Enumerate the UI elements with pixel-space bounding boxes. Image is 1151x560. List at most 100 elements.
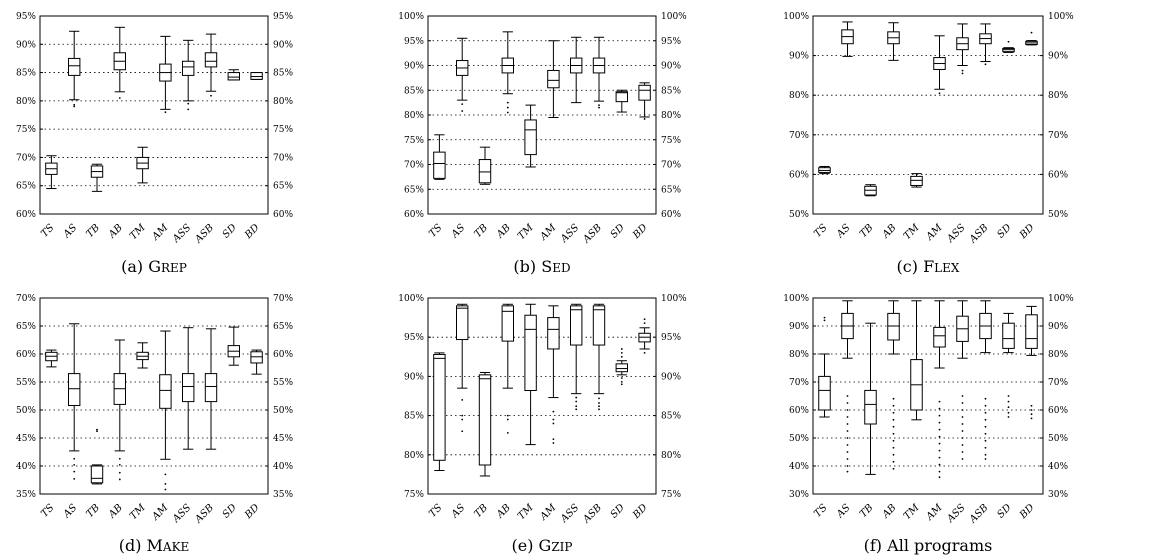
outlier-point: [961, 423, 964, 425]
outlier-point: [961, 430, 964, 432]
x-tick-label: AS: [449, 502, 468, 521]
y-tick-label-right: 100%: [1048, 294, 1074, 304]
outlier-point: [118, 478, 121, 481]
box-iqr: [933, 326, 946, 348]
box-iqr: [182, 373, 195, 403]
x-tick-label: ASS: [558, 222, 581, 245]
outlier-point: [1030, 413, 1033, 416]
y-tick-label-right: 80%: [661, 451, 681, 461]
outlier-point: [552, 418, 555, 421]
outlier-point: [961, 402, 964, 404]
box-ASB: ASB: [192, 328, 218, 526]
outlier-point: [461, 399, 464, 401]
outlier-point: [892, 446, 895, 449]
y-tick-label-right: 70%: [273, 153, 293, 163]
outlier-point: [846, 395, 849, 397]
outlier-point: [846, 465, 849, 467]
plot-frame: [427, 297, 657, 495]
outlier-point: [938, 476, 941, 479]
caption-name: All programs: [886, 536, 992, 555]
outlier-point: [961, 416, 964, 418]
x-tick-label: ASS: [558, 502, 581, 525]
outlier-point: [846, 458, 849, 460]
caption-name: G: [539, 536, 552, 555]
y-tick-label-right: 95%: [273, 12, 293, 22]
panels: 60% 60% 65% 65% 70% 70% 75% 75% 80% 80% 85% 85% 90% 9…: [16, 12, 1074, 555]
y-tick-label-left: 65%: [16, 322, 36, 332]
box-TM: TM: [902, 173, 923, 242]
box-iqr: [250, 72, 263, 80]
x-tick-label: BD: [1017, 502, 1036, 521]
outlier-point: [461, 430, 464, 433]
box-ASB: ASB: [580, 36, 606, 246]
y-tick-label-left: 40%: [16, 462, 36, 472]
x-tick-label: AM: [538, 222, 559, 243]
x-tick-label: TB: [472, 222, 490, 240]
box-TS: TS: [427, 134, 446, 240]
outlier-point: [164, 111, 167, 114]
caption-name-smallcaps: ED: [552, 261, 570, 275]
outlier-point: [506, 431, 509, 434]
box-SD: SD: [995, 312, 1015, 521]
x-tick-label: ASB: [580, 222, 604, 246]
outlier-point: [552, 422, 555, 425]
caption-name-smallcaps: LEX: [934, 261, 960, 275]
outlier-point: [598, 402, 600, 404]
outlier-point: [984, 453, 987, 456]
plot-frame: [812, 297, 1044, 495]
x-tick-label: TS: [427, 502, 444, 519]
outlier-point: [892, 439, 895, 442]
y-tick-label-right: 30%: [1048, 490, 1068, 500]
outlier-point: [984, 446, 987, 449]
y-tick-label-right: 35%: [273, 490, 293, 500]
outlier-point: [620, 355, 623, 358]
y-tick-label-right: 80%: [273, 97, 293, 107]
box-iqr: [68, 373, 81, 407]
outlier-point: [643, 351, 646, 354]
outlier-point: [938, 92, 941, 95]
box-iqr: [68, 57, 81, 76]
y-tick-label-left: 85%: [404, 86, 424, 96]
outlier-point: [461, 110, 464, 112]
outlier-point: [620, 380, 623, 383]
y-tick-label-left: 60%: [789, 170, 809, 180]
box-iqr: [501, 305, 515, 342]
outlier-point: [823, 319, 826, 322]
box-AM: AM: [538, 305, 560, 523]
y-tick-label-left: 80%: [789, 91, 809, 101]
x-tick-label: AS: [834, 222, 853, 241]
y-tick-label-right: 80%: [1048, 350, 1068, 360]
outlier-point: [938, 435, 941, 438]
outlier-point: [118, 471, 121, 474]
outlier-point: [575, 408, 578, 411]
box-AS: AS: [834, 21, 854, 241]
outlier-point: [938, 428, 941, 431]
x-tick-label: TB: [84, 502, 102, 520]
outlier-point: [892, 453, 895, 456]
outlier-point: [823, 316, 826, 319]
y-tick-label-left: 70%: [789, 131, 809, 141]
box-iqr: [159, 374, 172, 409]
box-iqr: [456, 305, 469, 341]
y-tick-label-left: 50%: [789, 210, 809, 220]
box-TB: TB: [84, 428, 104, 520]
box-AB: AB: [494, 303, 515, 521]
x-tick-label: ASB: [967, 222, 991, 246]
box-AM: AM: [150, 35, 172, 243]
box-iqr: [478, 159, 492, 184]
box-TS: TS: [39, 155, 58, 240]
x-tick-label: TS: [812, 502, 829, 519]
outlier-point: [643, 118, 646, 120]
outlier-point: [961, 72, 964, 75]
box-ASB: ASB: [580, 303, 606, 526]
y-tick-label-right: 50%: [1048, 434, 1068, 444]
x-tick-label: AS: [61, 502, 80, 521]
box-iqr: [818, 375, 831, 411]
outlier-point: [846, 416, 849, 418]
outlier-point: [1007, 400, 1010, 403]
y-tick-label-left: 100%: [398, 294, 424, 304]
y-tick-label-right: 70%: [661, 161, 681, 171]
outlier-point: [1030, 417, 1033, 420]
box-SD: SD: [609, 89, 628, 241]
box-iqr: [547, 69, 560, 89]
